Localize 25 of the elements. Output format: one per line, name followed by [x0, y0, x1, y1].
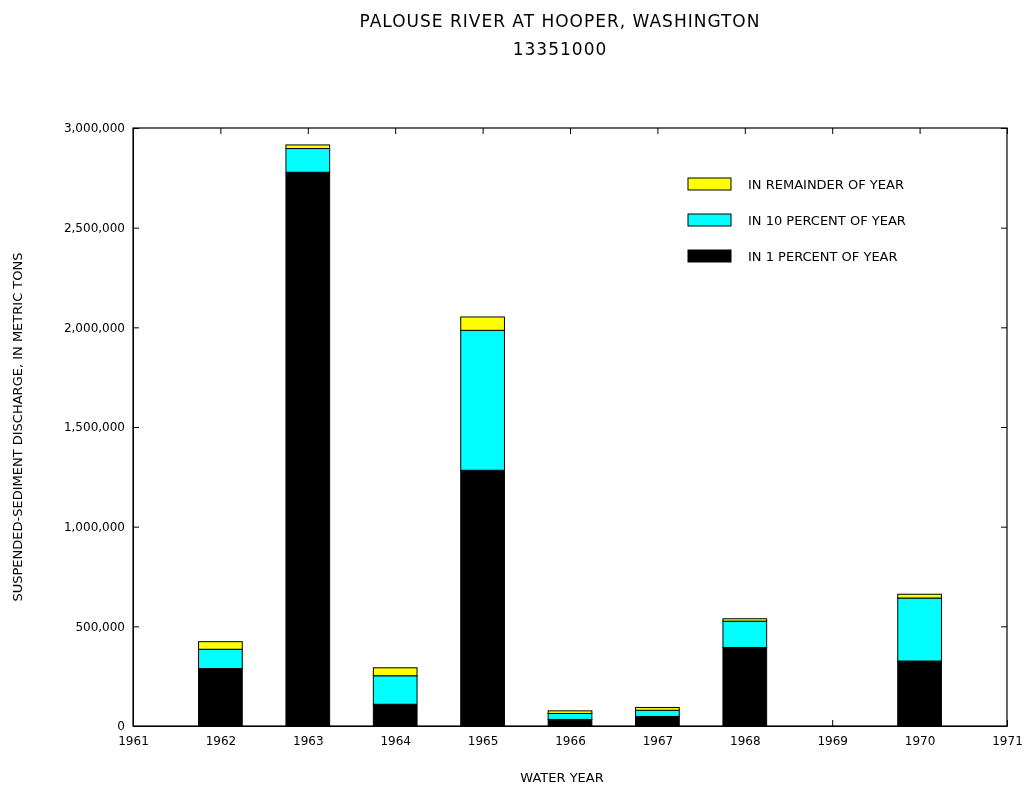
x-tick-label: 1968 — [730, 733, 761, 748]
x-tick-label: 1965 — [467, 733, 499, 748]
chart-title: PALOUSE RIVER AT HOOPER, WASHINGTON — [359, 11, 761, 31]
x-tick-label: 1962 — [205, 733, 237, 748]
legend-label: IN 10 PERCENT OF YEAR — [748, 213, 906, 228]
x-tick-label: 1964 — [380, 733, 411, 748]
x-tick-label: 1966 — [555, 733, 586, 748]
chart-subtitle: 13351000 — [512, 39, 608, 59]
y-tick-label: 500,000 — [75, 619, 125, 634]
x-tick-label: 1963 — [293, 733, 324, 748]
x-tick-label: 1967 — [642, 733, 674, 748]
x-tick-label: 1961 — [118, 733, 149, 748]
x-tick-label: 1970 — [904, 733, 936, 748]
legend-label: IN 1 PERCENT OF YEAR — [748, 249, 898, 264]
y-tick-label: 1,000,000 — [63, 520, 125, 535]
y-tick-label: 2,000,000 — [63, 320, 125, 335]
y-tick-label: 3,000,000 — [63, 121, 125, 136]
x-tick-label: 1969 — [817, 733, 848, 748]
y-axis-title: SUSPENDED-SEDIMENT DISCHARGE, IN METRIC TONS — [10, 252, 25, 602]
x-tick-label: 1971 — [992, 733, 1023, 748]
y-tick-label: 2,500,000 — [63, 221, 125, 236]
x-axis-title: WATER YEAR — [520, 770, 604, 785]
legend-label: IN REMAINDER OF YEAR — [748, 177, 904, 192]
y-tick-label: 1,500,000 — [63, 420, 125, 435]
y-tick-label: 0 — [117, 719, 125, 734]
